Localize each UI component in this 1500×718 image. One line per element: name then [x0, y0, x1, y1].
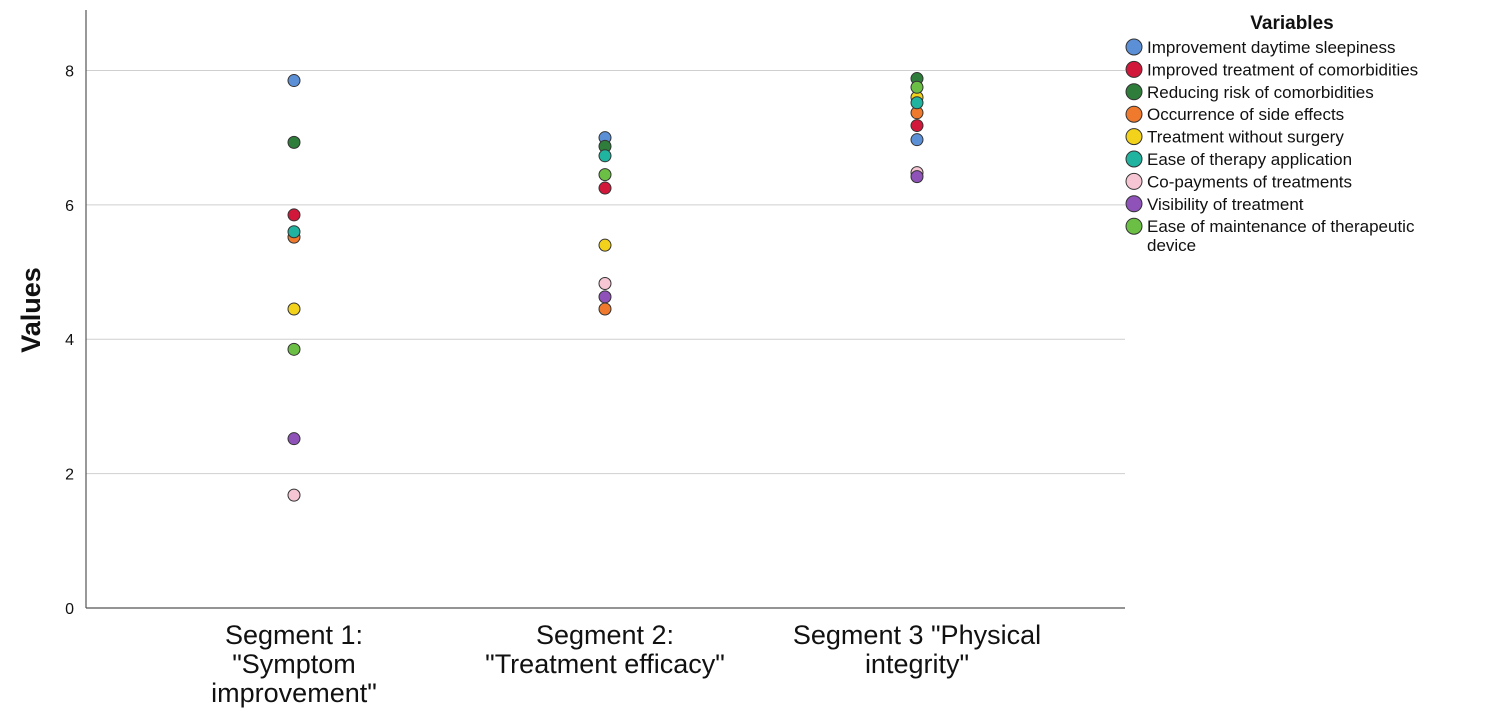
data-point [598, 181, 612, 195]
legend-marker [1125, 105, 1143, 123]
x-category-label: Segment 1: [225, 620, 363, 650]
data-points [287, 72, 924, 502]
legend-marker [1125, 150, 1143, 168]
data-point [598, 238, 612, 252]
data-point [287, 135, 301, 149]
legend-marker [1125, 172, 1143, 190]
x-category-label: "Treatment efficacy" [485, 649, 725, 679]
data-point [287, 342, 301, 356]
legend-label: Visibility of treatment [1147, 195, 1304, 214]
data-point [287, 74, 301, 88]
legend: Variables Improvement daytime sleepiness… [1125, 13, 1418, 255]
data-point [287, 432, 301, 446]
legend-label: Improved treatment of comorbidities [1147, 60, 1418, 79]
data-point [910, 80, 924, 94]
data-point [910, 96, 924, 110]
data-point [287, 302, 301, 316]
legend-label: device [1147, 236, 1196, 255]
data-point [287, 208, 301, 222]
data-point [598, 149, 612, 163]
legend-marker [1125, 195, 1143, 213]
legend-label: Ease of therapy application [1147, 150, 1352, 169]
x-category-label: integrity" [865, 649, 969, 679]
data-point [910, 119, 924, 133]
legend-marker [1125, 38, 1143, 56]
legend-label: Reducing risk of comorbidities [1147, 83, 1374, 102]
data-point [287, 225, 301, 239]
legend-label: Occurrence of side effects [1147, 105, 1344, 124]
y-tick-label: 8 [65, 63, 74, 80]
data-point [598, 168, 612, 182]
data-point [598, 302, 612, 316]
y-tick-labels: 0 2 4 6 8 [65, 63, 74, 618]
legend-title: Variables [1250, 13, 1333, 34]
legend-marker [1125, 83, 1143, 101]
data-point [910, 170, 924, 184]
legend-marker [1125, 60, 1143, 78]
y-tick-label: 2 [65, 467, 74, 484]
x-category-label: Segment 2: [536, 620, 674, 650]
data-point [287, 488, 301, 502]
y-tick-label: 6 [65, 198, 74, 215]
x-category-label: improvement" [211, 678, 377, 708]
x-category-label: Segment 3 "Physical [793, 620, 1041, 650]
legend-label: Ease of maintenance of therapeutic [1147, 217, 1415, 236]
data-point [598, 276, 612, 290]
gridlines [86, 69, 1125, 475]
legend-label: Co-payments of treatments [1147, 172, 1352, 191]
data-point [598, 290, 612, 304]
data-point [910, 133, 924, 147]
legend-marker [1125, 128, 1143, 146]
y-tick-label: 4 [65, 332, 74, 349]
y-axis-title: Values [16, 267, 46, 353]
legend-label: Treatment without surgery [1147, 128, 1344, 147]
legend-label: Improvement daytime sleepiness [1147, 38, 1396, 57]
y-tick-label: 0 [65, 601, 74, 618]
x-category-label: "Symptom [232, 649, 356, 679]
legend-marker [1125, 217, 1143, 235]
axes [85, 10, 1125, 609]
